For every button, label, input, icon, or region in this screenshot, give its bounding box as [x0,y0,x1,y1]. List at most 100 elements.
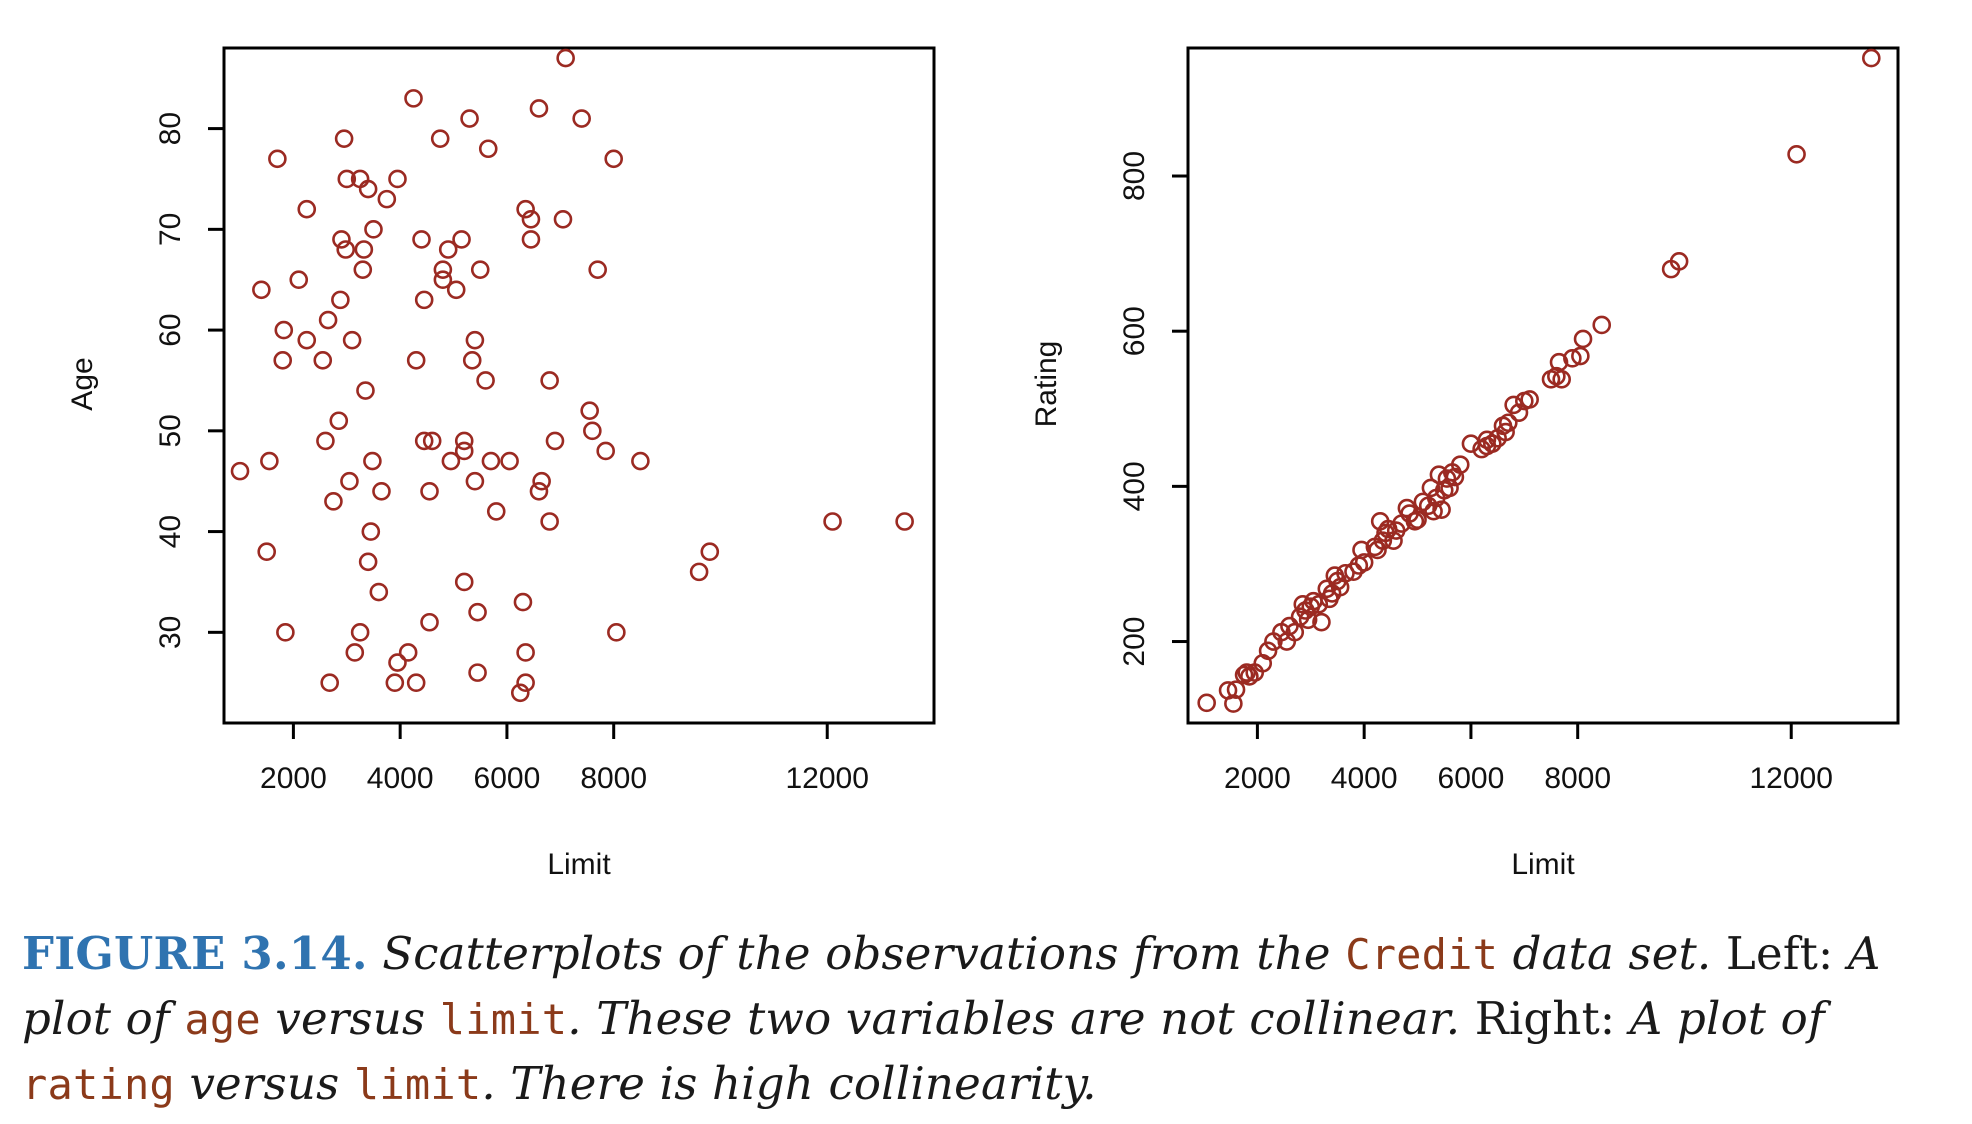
right-scatter-point [1573,329,1593,349]
right-scatter-point [1432,500,1451,519]
left-scatter-point [556,48,575,68]
left-y-tick-label: 80 [154,112,187,145]
left-scatter-point [454,572,474,592]
left-scatter-point [404,89,423,108]
left-scatter-point [414,431,434,451]
right-scatter-point [1336,563,1355,583]
right-scatter-point [1384,531,1403,550]
caption-text-4: versus [275,992,426,1045]
left-scatter-point [521,230,541,249]
left-points [230,48,914,703]
caption-code-credit: Credit [1345,930,1499,979]
left-scatter-point [414,290,434,310]
left-y-axis-label: Age [66,357,99,410]
right-scatter-point [1520,390,1539,409]
left-scatter-point [420,481,439,501]
left-scatter-point [356,381,375,400]
left-scatter-point [465,471,485,491]
left-scatter-point [318,310,338,330]
left-scatter-point [320,673,339,693]
left-scatter-point [478,139,498,159]
right-scatter-point [1862,48,1881,68]
left-scatter-point [529,99,549,118]
caption-code-rating: rating [22,1060,175,1109]
left-scatter-point [385,673,405,693]
left-scatter-point [532,471,551,491]
caption-text-7: versus [189,1057,340,1110]
left-scatter-point [540,512,559,531]
left-scatter-point [420,612,439,632]
left-y-tick-label: 40 [154,515,187,548]
left-scatter-point [446,280,466,300]
left-scatter-point [700,542,720,562]
figure-label: FIGURE 3.14. [22,927,368,980]
left-scatter-point [342,330,362,350]
left-scatter-point [337,169,357,189]
right-scatter-point [1571,346,1590,366]
right-x-axis-label: Limit [1511,848,1575,881]
left-scatter-point [462,351,482,370]
right-scatter-point [1496,422,1515,442]
right-y-axis-label: Rating [1030,341,1063,428]
left-scatter-point [358,179,378,199]
rating-vs-limit-panel: 2000 4000 6000 8000 12000 200 400 600 800 Limit… [1030,46,1900,881]
right-y-tick-label: 600 [1118,306,1151,356]
left-scatter-point [364,220,383,239]
left-scatter-point [353,260,373,279]
left-scatter-point [297,199,317,219]
left-scatter-point [369,582,389,602]
left-scatter-point [273,351,293,370]
right-scatter-point [1224,694,1243,713]
right-scatter-point [1563,349,1582,368]
right-scatter-point [1669,252,1689,271]
right-scatter-point [1197,693,1216,713]
right-x-tick-label: 12000 [1750,762,1833,795]
left-scatter-point [481,451,501,471]
left-scatter-point [398,643,418,662]
left-scatter-point [513,592,533,612]
left-scatter-point [588,260,607,279]
right-scatter-point [1592,315,1612,335]
right-x-tick-label: 4000 [1331,762,1398,795]
right-scatter-point [1408,510,1427,530]
caption-text-2: data set. [1512,927,1712,980]
left-scatter-point [377,189,397,209]
right-scatter-point [1424,501,1443,521]
left-scatter-point [631,451,650,471]
left-scatter-point [604,149,623,169]
right-scatter-point [1549,352,1569,372]
left-scatter-point [388,169,407,189]
right-y-ticks: 200 400 600 800 [1118,151,1188,667]
left-plot-frame [222,46,936,725]
left-scatter-point [230,461,250,481]
left-scatter-point [583,421,602,441]
caption-text-8: . There is high collinearity. [481,1057,1097,1110]
left-x-tick-label: 2000 [260,762,327,795]
left-scatter-point [331,290,350,310]
left-y-tick-label: 30 [154,616,187,649]
left-scatter-point [297,330,317,350]
left-scatter-point [454,441,474,461]
left-scatter-point [545,431,565,451]
caption-right-label: Right: [1474,992,1616,1045]
left-scatter-point [516,643,535,662]
left-scatter-point [823,512,842,531]
right-scatter-point [1482,434,1502,453]
right-y-tick-label: 400 [1118,461,1151,511]
left-scatter-point [468,663,487,682]
left-scatter-point [486,502,506,521]
left-scatter-point [895,512,914,531]
left-scatter-point [350,623,370,642]
left-scatter-point [372,481,391,501]
left-scatter-point [329,411,349,431]
left-x-axis-label: Limit [547,848,611,881]
left-scatter-point [422,431,442,451]
right-scatter-point [1226,680,1246,699]
left-scatter-point [596,441,615,461]
right-scatter-point [1309,594,1329,614]
left-scatter-point [358,552,378,572]
left-scatter-point [276,623,295,642]
left-scatter-point [345,643,365,662]
figure-panels: 2000 4000 6000 8000 12000 30 40 50 60 70 80 Limit… [66,46,1900,881]
left-scatter-point [388,653,407,672]
